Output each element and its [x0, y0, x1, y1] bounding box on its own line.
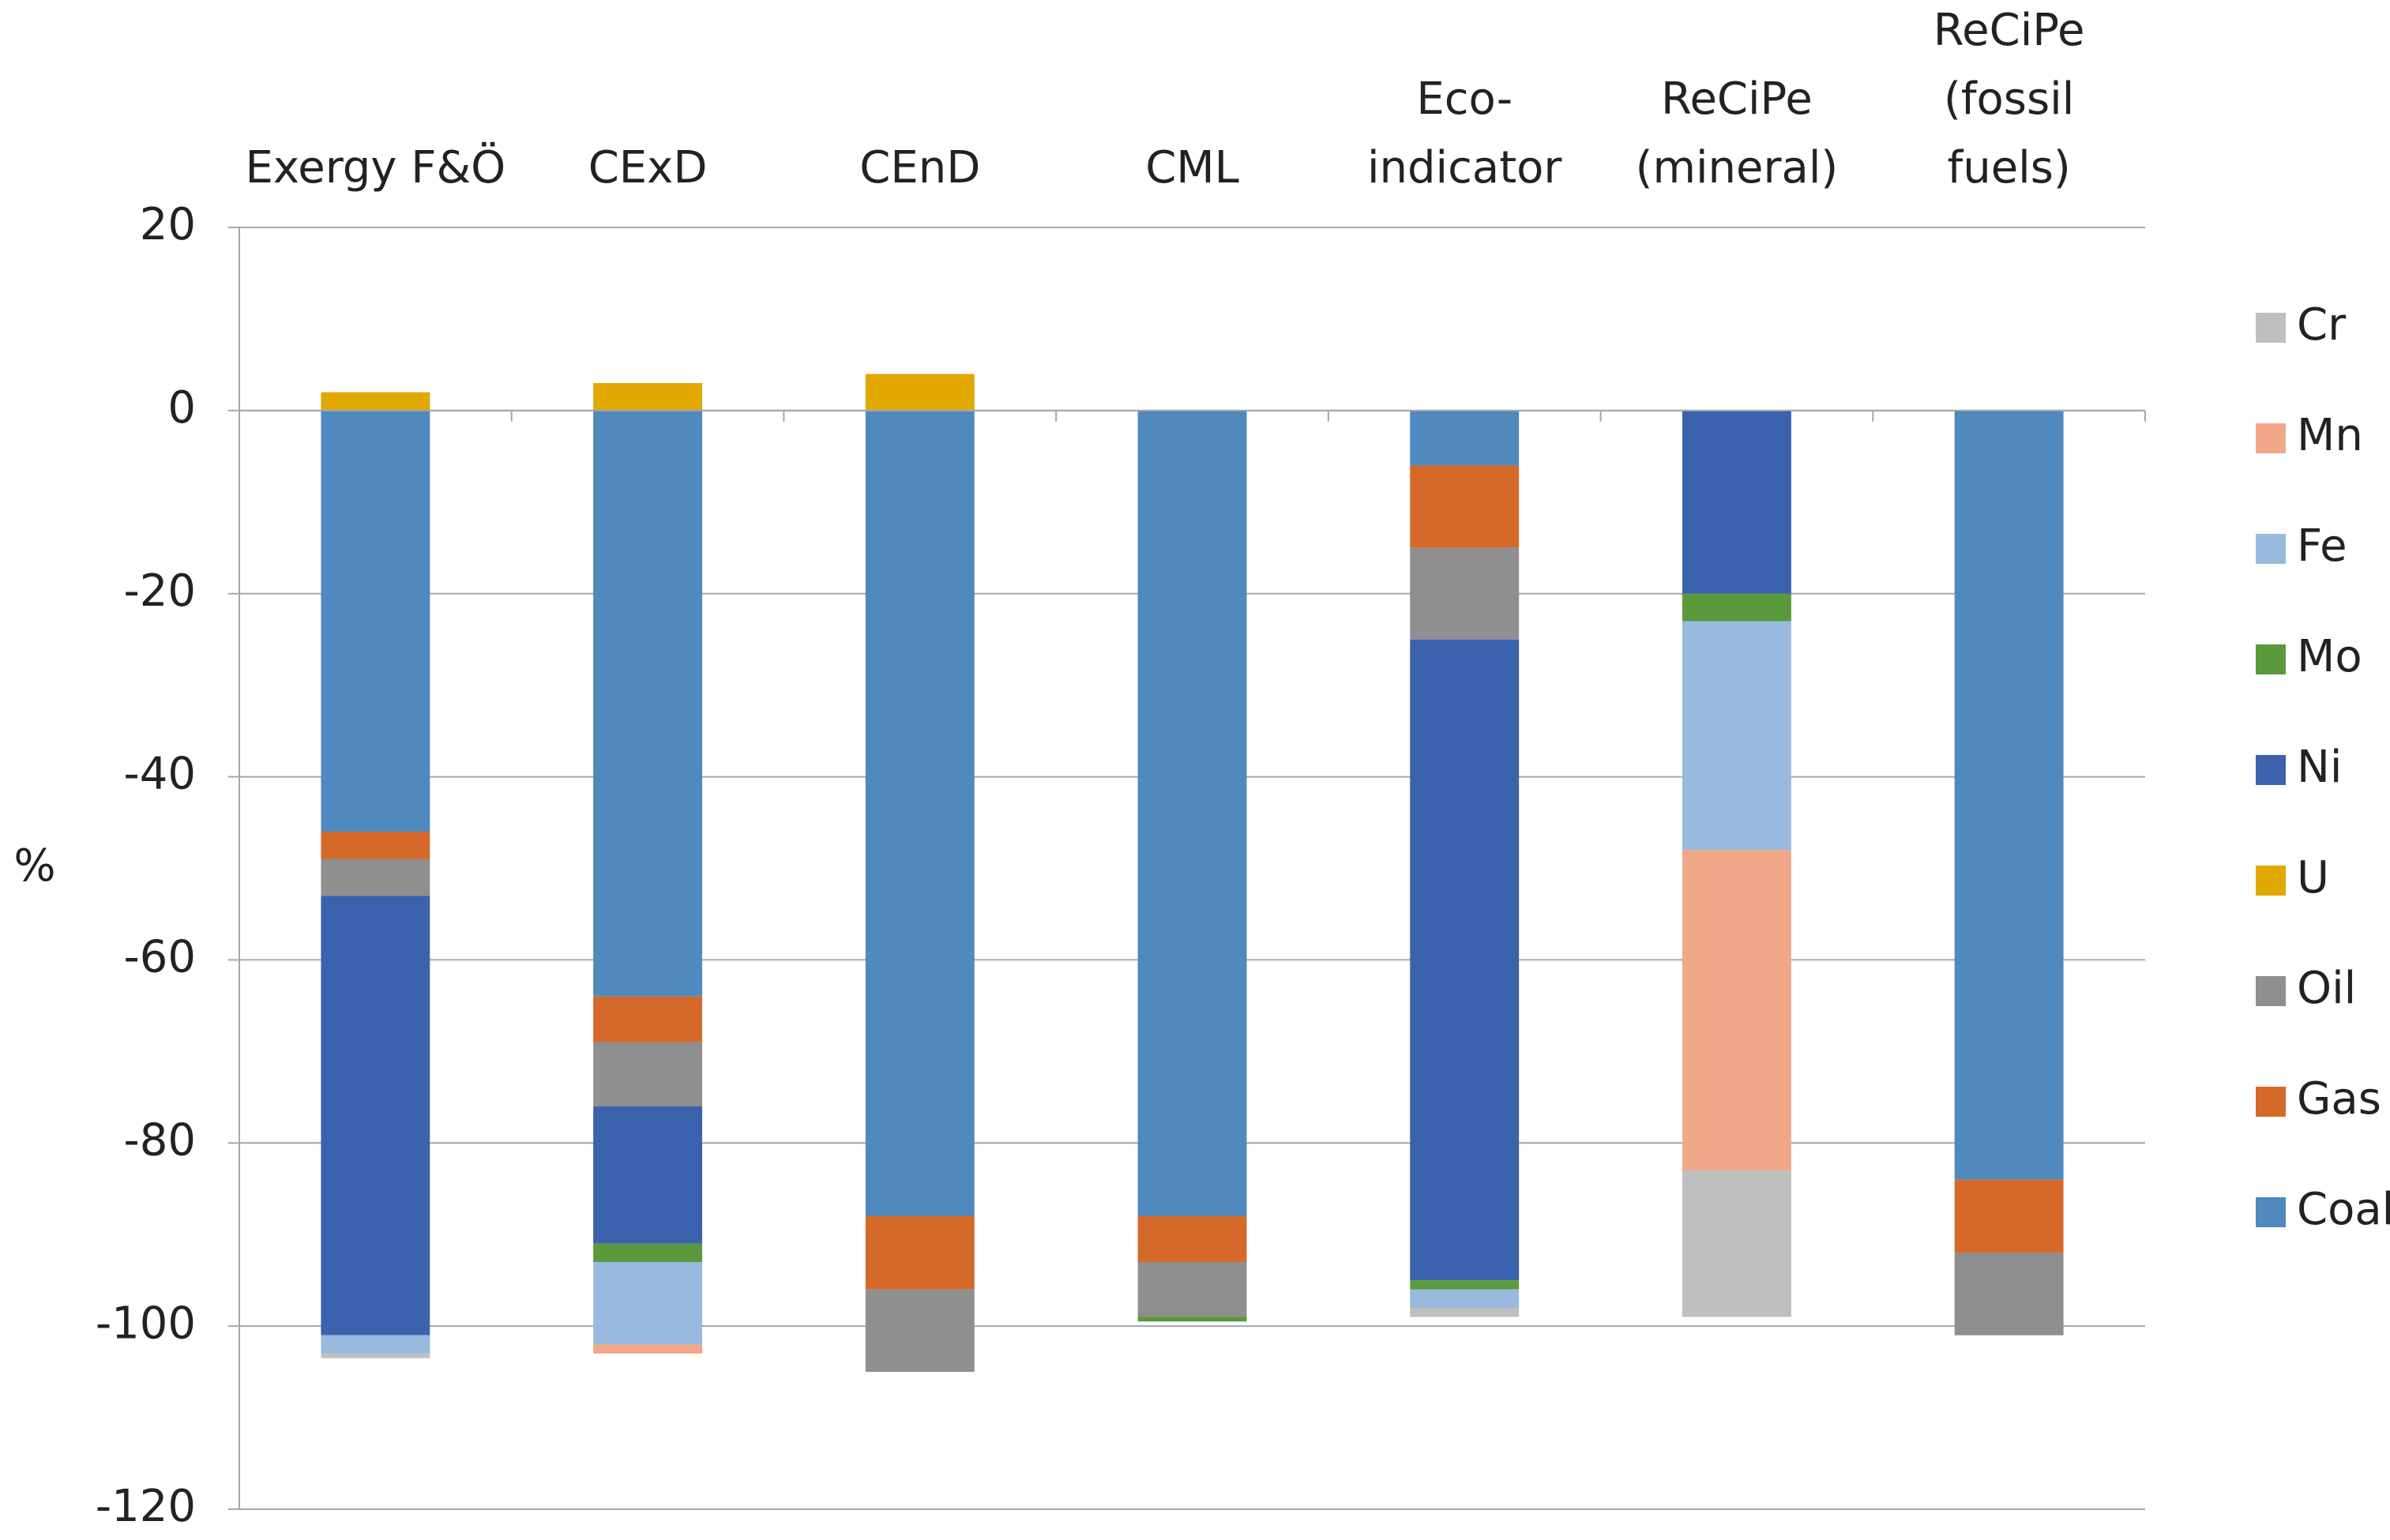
- legend-label: Ni: [2297, 742, 2342, 793]
- bar-segment: [1954, 1253, 2064, 1335]
- legend-swatch: [2256, 534, 2286, 564]
- bar-segment: [321, 410, 430, 832]
- bar-segment: [593, 410, 703, 997]
- x-tick-label: ReCiPe (fossil fuels): [1933, 5, 2085, 193]
- y-tick-label: -80: [124, 1114, 196, 1166]
- bar-segment: [1410, 547, 1520, 640]
- bar-segment: [1410, 639, 1520, 1281]
- legend-label: Fe: [2297, 520, 2347, 572]
- bar-segment: [593, 996, 703, 1042]
- legend-swatch: [2256, 976, 2286, 1006]
- bar-segment: [1410, 1307, 1520, 1317]
- bar-segment: [593, 1106, 703, 1244]
- x-tick-label: CExD: [588, 142, 708, 193]
- bar-segment: [865, 1289, 975, 1373]
- y-tick-label: 0: [167, 382, 196, 434]
- legend-swatch: [2256, 644, 2286, 674]
- legend-swatch: [2256, 1087, 2286, 1117]
- bar-segment: [321, 896, 430, 1335]
- y-tick-label: -20: [124, 565, 196, 617]
- bar-segment: [1410, 410, 1520, 466]
- bar-segment: [593, 383, 703, 411]
- y-axis-label: %: [13, 840, 55, 892]
- bar-segment: [1137, 1317, 1247, 1322]
- bar-segment: [1137, 1261, 1247, 1317]
- legend-swatch: [2256, 423, 2286, 453]
- bar-segment: [321, 832, 430, 859]
- legend-label: Oil: [2297, 963, 2356, 1014]
- y-tick-label: -120: [96, 1481, 196, 1532]
- legend-label: Coal: [2297, 1184, 2390, 1235]
- x-tick-label: ReCiPe (mineral): [1636, 73, 1839, 193]
- bar-segment: [1137, 410, 1247, 1217]
- bar-segment: [321, 392, 430, 411]
- legend-label: Gas: [2297, 1073, 2381, 1125]
- x-tick-label: CML: [1145, 142, 1239, 193]
- legend-swatch: [2256, 866, 2286, 896]
- bar-segment: [1954, 1179, 2064, 1253]
- bar-segment: [1682, 410, 1791, 594]
- legend-swatch: [2256, 1197, 2286, 1227]
- bar-segment: [321, 1353, 430, 1358]
- y-tick-label: -40: [124, 749, 196, 800]
- bar-segment: [1682, 850, 1791, 1171]
- bar-segment: [321, 858, 430, 896]
- legend-swatch: [2256, 313, 2286, 343]
- bar-segment: [1682, 593, 1791, 622]
- bar-segment: [1137, 1216, 1247, 1262]
- legend-swatch: [2256, 755, 2286, 785]
- x-tick-label: CEnD: [859, 142, 980, 193]
- y-tick-label: -60: [124, 932, 196, 983]
- legend-label: U: [2297, 852, 2329, 903]
- bar-segment: [865, 374, 975, 411]
- y-tick-label: -100: [96, 1298, 196, 1349]
- bar-segment: [321, 1335, 430, 1354]
- bar-segment: [1410, 465, 1520, 548]
- bar-segment: [865, 410, 975, 1217]
- x-tick-label: Exergy F&Ö: [245, 142, 505, 193]
- bar-segment: [1410, 1289, 1520, 1308]
- legend-label: Mn: [2297, 410, 2363, 461]
- bar-segment: [1954, 410, 2064, 1180]
- legend-label: Mo: [2297, 631, 2362, 682]
- bar-segment: [1682, 1170, 1791, 1317]
- bar-segment: [865, 1216, 975, 1290]
- bar-segment: [593, 1042, 703, 1106]
- bar-segment: [593, 1261, 703, 1345]
- x-tick-label: Eco-indicator: [1367, 73, 1562, 193]
- bar-segment: [1410, 1280, 1520, 1290]
- legend-label: Cr: [2297, 299, 2347, 351]
- y-tick-label: 20: [140, 199, 196, 250]
- bar-segment: [1682, 621, 1791, 851]
- bar-segment: [593, 1344, 703, 1354]
- bar-segment: [593, 1243, 703, 1262]
